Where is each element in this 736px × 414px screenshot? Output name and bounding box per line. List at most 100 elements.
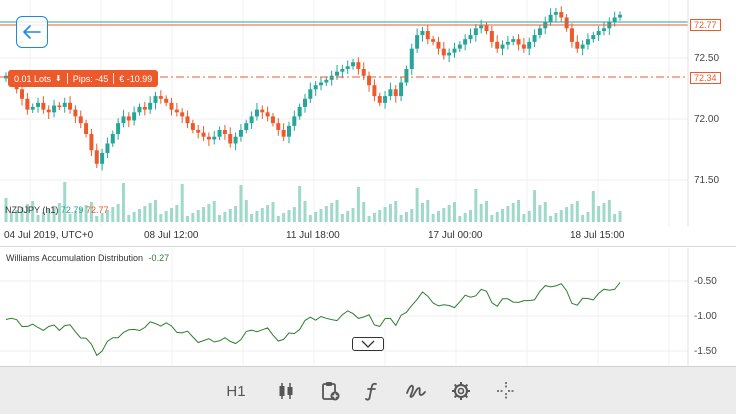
candle-body <box>340 68 345 72</box>
candle-body <box>185 116 190 124</box>
crosshair-icon <box>497 382 515 400</box>
candle-body <box>591 35 596 40</box>
indicator-axis-label: -0.50 <box>694 276 717 287</box>
candle-body <box>441 48 446 56</box>
candle-body <box>217 129 222 137</box>
volume-bar <box>351 208 355 222</box>
indicators-button[interactable] <box>358 377 386 405</box>
volume-bar <box>549 216 553 222</box>
candle-body <box>553 12 558 15</box>
indicator-chart[interactable] <box>0 248 736 366</box>
chart-type-button[interactable] <box>272 377 300 405</box>
back-button[interactable] <box>16 16 48 48</box>
candle-body <box>425 31 430 40</box>
price-axis-label: 72.00 <box>694 114 720 125</box>
volume-bar <box>463 213 467 222</box>
volume-bar <box>565 207 569 222</box>
pane-divider[interactable] <box>0 246 736 247</box>
candle-body <box>73 109 78 117</box>
candle-body <box>169 102 174 110</box>
indicator-axis-label: -1.00 <box>694 311 717 322</box>
candle-body <box>46 109 51 113</box>
volume-bar <box>298 186 302 222</box>
candle-body <box>564 17 569 29</box>
open-order-tag[interactable]: 0.01 Lots ⬇ Pips: -45 € -10.99 <box>8 70 159 87</box>
candle-body <box>537 28 542 36</box>
candle-body <box>500 44 505 49</box>
volume-bar <box>84 205 88 222</box>
candle-body <box>52 105 57 113</box>
candle-body <box>329 75 334 80</box>
volume-bar <box>282 213 286 222</box>
volume-bar <box>399 215 403 222</box>
volume-bar <box>271 202 275 222</box>
volume-bar <box>170 208 174 222</box>
candle-body <box>212 136 217 140</box>
candle-body <box>351 62 356 67</box>
candle-body <box>142 106 147 110</box>
indicator-title: Williams Accumulation Distribution -0.27 <box>6 253 169 263</box>
volume-bar <box>485 201 489 222</box>
candle-body <box>335 71 340 76</box>
candle-body <box>559 12 564 18</box>
volume-bar <box>25 204 29 222</box>
volume-bar <box>255 211 259 222</box>
candle-body <box>148 102 153 110</box>
candle-body <box>270 116 275 124</box>
candle-body <box>575 41 580 49</box>
volume-bar <box>196 210 200 222</box>
crosshair-button[interactable] <box>492 377 520 405</box>
drawing-button[interactable] <box>402 377 430 405</box>
candles <box>4 6 622 171</box>
order-price-tag: 72.34 <box>690 72 721 84</box>
candle-body <box>345 66 350 69</box>
candle-body <box>201 132 206 137</box>
volume-bar <box>420 203 424 222</box>
volume-bar <box>479 204 483 222</box>
volume-bar <box>287 210 291 222</box>
candle-body <box>479 25 484 29</box>
indicator-axis-label: -1.50 <box>694 346 717 357</box>
timeframe-button[interactable]: H1 <box>222 377 250 405</box>
volume-bar <box>153 200 157 222</box>
volume-bar <box>458 216 462 222</box>
volume-bar <box>79 208 83 222</box>
candle-body <box>618 14 622 18</box>
volume-bar <box>372 213 376 222</box>
candle-body <box>367 75 372 86</box>
volume-bar <box>319 209 323 222</box>
volume-bar <box>388 204 392 222</box>
volume-bar <box>501 209 505 222</box>
candle-body <box>580 44 585 49</box>
candlestick-icon <box>279 383 293 399</box>
candle-body <box>292 116 297 126</box>
templates-button[interactable] <box>316 377 344 405</box>
volume-bar <box>436 211 440 222</box>
price-chart[interactable] <box>0 0 736 226</box>
volume-bar <box>121 183 125 222</box>
volume-bar <box>474 189 478 222</box>
candle-body <box>222 129 227 134</box>
candle-body <box>164 98 169 103</box>
volume-bar <box>223 212 227 222</box>
volume-bar <box>244 200 248 222</box>
collapse-indicator-button[interactable] <box>352 337 384 351</box>
volume-bar <box>533 190 537 222</box>
volume-bar <box>495 212 499 222</box>
candle-body <box>94 150 99 164</box>
candle-body <box>105 143 110 153</box>
volume-bar <box>613 214 617 222</box>
current-price-tag: 72.77 <box>690 19 721 31</box>
candle-body <box>516 39 521 45</box>
candle-body <box>489 31 494 42</box>
volume-bar <box>346 211 350 222</box>
candle-body <box>297 106 302 117</box>
candle-body <box>89 134 94 151</box>
function-icon <box>365 382 377 401</box>
candle-body <box>447 52 452 56</box>
candle-body <box>302 98 307 107</box>
candle-body <box>244 123 249 130</box>
settings-button[interactable] <box>447 377 475 405</box>
volume-bar <box>410 209 414 222</box>
candle-body <box>100 152 105 164</box>
